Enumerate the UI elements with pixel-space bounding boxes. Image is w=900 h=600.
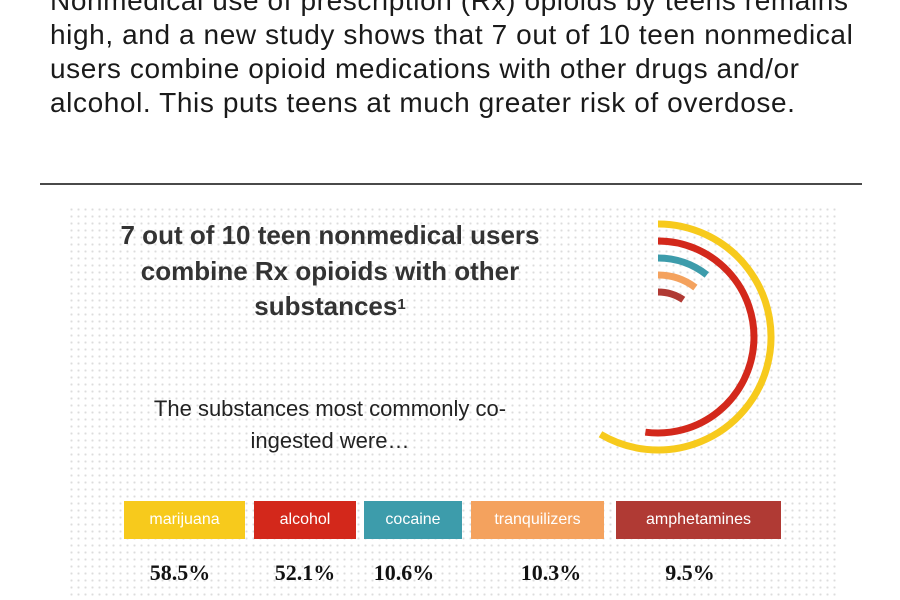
- chart-subtitle: The substances most commonly co-ingested…: [153, 396, 507, 453]
- section-divider: [40, 183, 862, 185]
- legend-tag-marijuana: marijuana: [124, 501, 245, 539]
- value-label-cocaine: 10.6%: [373, 560, 435, 585]
- chart-title: 7 out of 10 teen nonmedical users combin…: [120, 218, 540, 325]
- chart-title-text: 7 out of 10 teen nonmedical users combin…: [120, 220, 540, 321]
- value-label-tranquilizers: 10.3%: [520, 560, 582, 585]
- legend-tag-tranquilizers: tranquilizers: [471, 501, 604, 539]
- intro-paragraph: Nonmedical use of prescription (Rx) opio…: [50, 0, 854, 118]
- legend-tag-amphetamines: amphetamines: [616, 501, 781, 539]
- value-label-alcohol: 52.1%: [274, 560, 336, 585]
- legend-tag-alcohol: alcohol: [254, 501, 356, 539]
- value-label-amphetamines: 9.5%: [665, 560, 715, 585]
- value-label-marijuana: 58.5%: [149, 560, 211, 585]
- legend-tag-cocaine: cocaine: [364, 501, 462, 539]
- title-footnote: 1: [397, 296, 406, 313]
